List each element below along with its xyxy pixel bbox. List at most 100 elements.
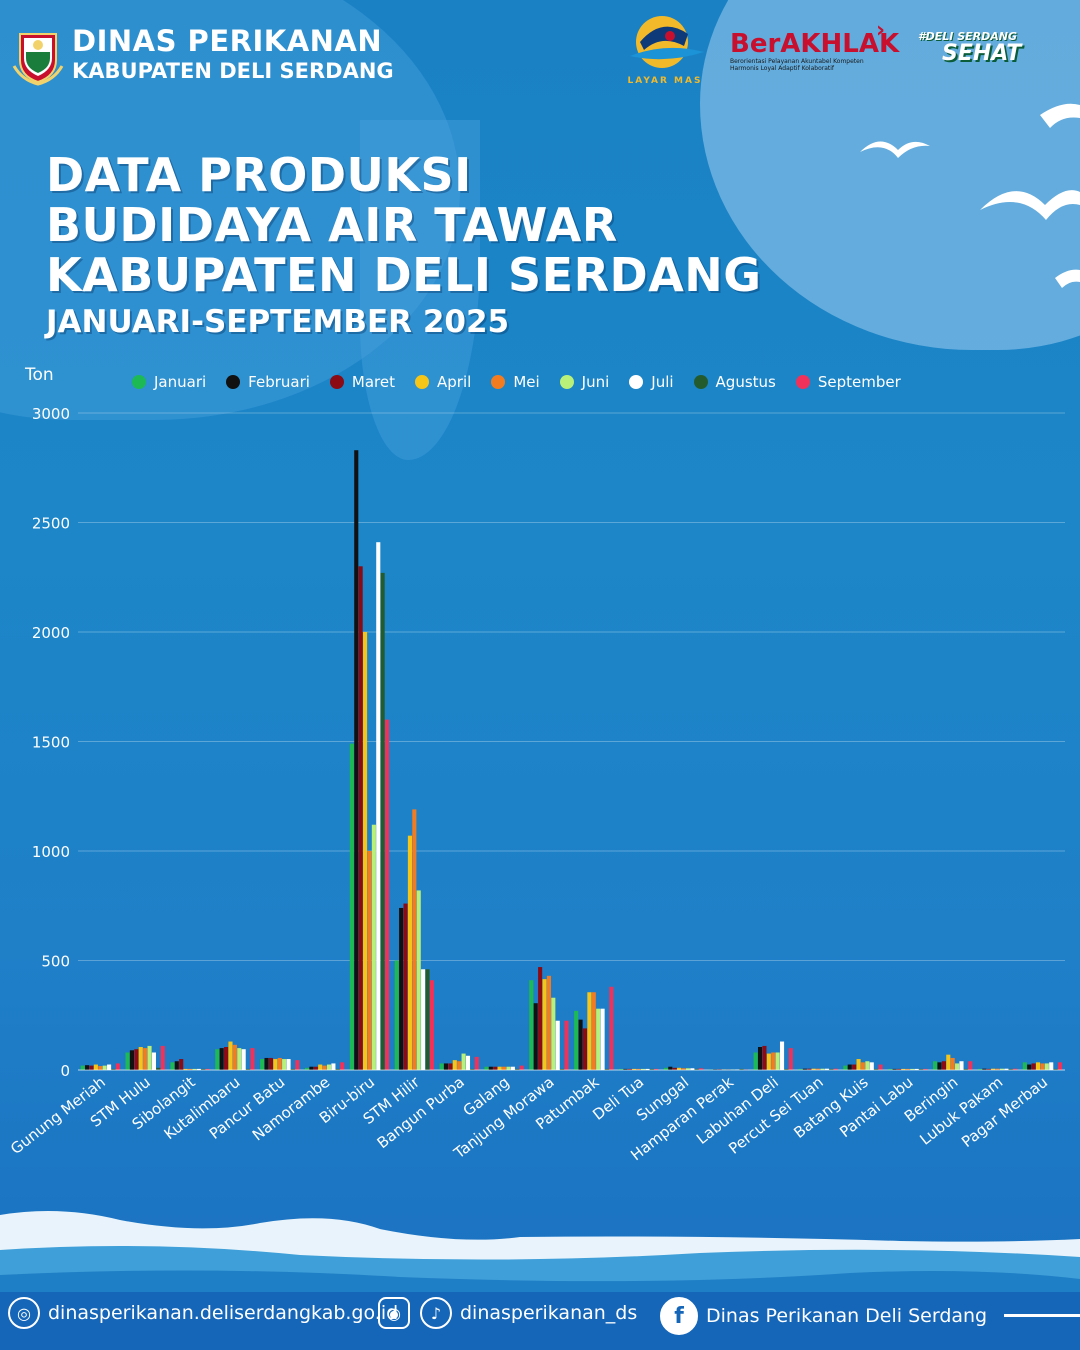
bar-februari bbox=[623, 1068, 628, 1070]
bar-maret bbox=[896, 1068, 902, 1070]
footer-instagram[interactable]: ◉ bbox=[378, 1297, 418, 1329]
bar-april bbox=[318, 1064, 323, 1070]
legend-item-april: April bbox=[415, 373, 471, 391]
bar-februari bbox=[85, 1065, 90, 1070]
chart-legend: Januari Februari Maret April Mei Juni Juli Agus… bbox=[132, 373, 921, 391]
bar-mei bbox=[995, 1068, 1000, 1070]
bar-februari bbox=[982, 1068, 987, 1070]
bar-mei bbox=[502, 1066, 507, 1070]
title-subtitle: JANUARI-SEPTEMBER 2025 bbox=[46, 304, 510, 340]
berakhlak-logo: BerAKHLAK Berorientasi Pelayanan Akuntab… bbox=[730, 18, 899, 72]
bar-juni bbox=[551, 997, 556, 1070]
bar-agustus bbox=[156, 1067, 161, 1070]
bar-april bbox=[632, 1068, 637, 1070]
bar-juni bbox=[326, 1064, 332, 1070]
bar-april bbox=[1035, 1062, 1041, 1070]
bar-mei bbox=[591, 992, 596, 1070]
bar-januari bbox=[574, 1010, 579, 1070]
bar-maret bbox=[762, 1045, 767, 1070]
bar-juni bbox=[596, 1008, 601, 1070]
bar-juli bbox=[869, 1062, 874, 1070]
y-tick-label: 2500 bbox=[32, 515, 70, 533]
bar-agustus bbox=[470, 1068, 475, 1070]
legend-label: Februari bbox=[248, 373, 310, 391]
legend-dot bbox=[132, 375, 146, 389]
bar-maret bbox=[1031, 1063, 1036, 1070]
bar-mei bbox=[816, 1068, 821, 1070]
bar-januari bbox=[888, 1068, 893, 1070]
bar-september bbox=[968, 1061, 973, 1070]
bar-juli bbox=[151, 1052, 156, 1070]
sehat-line1: #DELI SERDANG bbox=[918, 30, 1018, 43]
bar-agustus bbox=[1008, 1068, 1013, 1070]
bar-september bbox=[429, 980, 434, 1070]
bar-mei bbox=[412, 809, 417, 1070]
bar-mei bbox=[681, 1068, 686, 1070]
birds-decoration bbox=[860, 103, 1080, 288]
bar-februari bbox=[757, 1047, 763, 1070]
bar-januari bbox=[125, 1052, 130, 1070]
globe-icon: ◎ bbox=[8, 1297, 40, 1329]
bar-juli bbox=[241, 1049, 246, 1070]
legend-dot bbox=[693, 375, 708, 389]
bar-april bbox=[228, 1041, 233, 1070]
legend-dot bbox=[491, 375, 506, 389]
bar-juli bbox=[376, 542, 381, 1070]
bar-maret bbox=[538, 967, 543, 1070]
bar-maret bbox=[672, 1067, 677, 1070]
bar-september bbox=[654, 1068, 659, 1070]
legend-dot bbox=[415, 375, 430, 389]
bar-juni bbox=[820, 1068, 825, 1070]
legend-item-september: September bbox=[795, 373, 901, 391]
org-name-line2: KABUPATEN DELI SERDANG bbox=[72, 59, 394, 83]
bar-februari bbox=[1027, 1064, 1032, 1070]
footer-line-decoration bbox=[1004, 1314, 1080, 1317]
bar-april bbox=[363, 632, 368, 1070]
bar-mei bbox=[771, 1052, 776, 1070]
bar-agustus bbox=[1053, 1068, 1058, 1070]
bar-januari bbox=[349, 743, 354, 1070]
footer-facebook[interactable]: f Dinas Perikanan Deli Serdang bbox=[660, 1297, 987, 1335]
bar-januari bbox=[170, 1062, 175, 1070]
bar-agustus bbox=[649, 1068, 654, 1070]
social-handle-text: dinasperikanan_ds bbox=[460, 1302, 638, 1324]
bar-mei bbox=[277, 1057, 282, 1070]
y-tick-label: 3000 bbox=[32, 405, 70, 423]
bar-maret bbox=[179, 1059, 184, 1070]
legend-dot bbox=[629, 375, 644, 389]
bar-september bbox=[699, 1068, 704, 1070]
facebook-text: Dinas Perikanan Deli Serdang bbox=[706, 1305, 988, 1327]
bar-juni bbox=[237, 1048, 242, 1070]
bar-maret bbox=[268, 1057, 273, 1070]
bar-maret bbox=[358, 566, 363, 1070]
footer-website[interactable]: ◎ dinasperikanan.deliserdangkab.go.id bbox=[8, 1297, 398, 1329]
deli-serdang-sehat-logo: #DELI SERDANG SEHAT bbox=[918, 30, 1038, 65]
bar-april bbox=[991, 1068, 996, 1070]
bar-maret bbox=[403, 903, 408, 1070]
bar-februari bbox=[847, 1064, 852, 1070]
bar-januari bbox=[798, 1068, 803, 1070]
bar-januari bbox=[439, 1063, 444, 1070]
bar-juli bbox=[1049, 1062, 1054, 1070]
bar-juli bbox=[824, 1068, 829, 1070]
bar-agustus bbox=[111, 1068, 116, 1070]
sailboat-icon bbox=[630, 16, 704, 68]
tiktok-icon: ♪ bbox=[420, 1297, 452, 1329]
bar-juni bbox=[192, 1068, 197, 1070]
bar-mei bbox=[367, 851, 372, 1070]
bar-juli bbox=[107, 1064, 112, 1070]
bar-januari bbox=[484, 1066, 489, 1070]
bar-agustus bbox=[201, 1068, 206, 1070]
footer-tiktok[interactable]: ♪ dinasperikanan_ds bbox=[420, 1297, 637, 1329]
layar-mas-text: LAYAR MAS bbox=[627, 76, 703, 86]
bar-maret bbox=[627, 1068, 632, 1070]
legend-item-februari: Februari bbox=[226, 373, 310, 391]
bar-januari bbox=[260, 1059, 265, 1070]
title-line3: KABUPATEN DELI SERDANG bbox=[46, 248, 762, 302]
bar-juli bbox=[421, 969, 426, 1070]
bar-februari bbox=[802, 1068, 807, 1070]
bar-maret bbox=[313, 1066, 318, 1070]
bar-juni bbox=[999, 1068, 1005, 1070]
bar-juli bbox=[914, 1068, 919, 1070]
